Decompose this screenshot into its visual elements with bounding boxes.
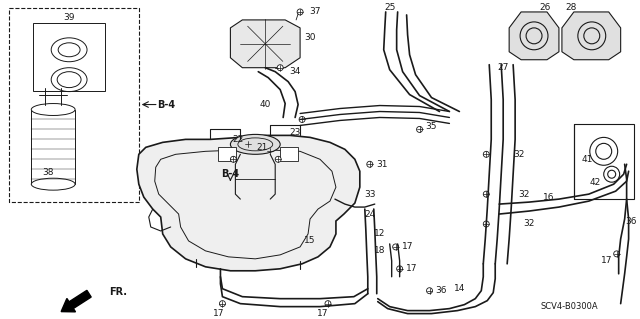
Text: 32: 32 bbox=[513, 150, 525, 159]
Bar bbox=[218, 147, 236, 161]
Circle shape bbox=[275, 156, 281, 162]
Text: 35: 35 bbox=[426, 122, 437, 131]
Circle shape bbox=[299, 116, 305, 122]
Text: 36: 36 bbox=[436, 286, 447, 295]
Text: 30: 30 bbox=[304, 33, 316, 42]
Circle shape bbox=[325, 300, 331, 307]
Text: 17: 17 bbox=[212, 309, 224, 318]
Bar bbox=[33, 23, 105, 91]
Text: 24: 24 bbox=[364, 210, 376, 219]
Circle shape bbox=[614, 251, 620, 257]
Text: 32: 32 bbox=[524, 219, 535, 228]
Text: 28: 28 bbox=[565, 4, 577, 12]
Circle shape bbox=[483, 221, 489, 227]
Circle shape bbox=[483, 151, 489, 157]
Circle shape bbox=[426, 288, 433, 294]
Text: 12: 12 bbox=[374, 229, 385, 239]
Text: 17: 17 bbox=[601, 256, 612, 265]
Circle shape bbox=[590, 137, 618, 165]
Circle shape bbox=[483, 191, 489, 197]
Polygon shape bbox=[509, 12, 559, 60]
Circle shape bbox=[417, 126, 422, 132]
Text: 25: 25 bbox=[384, 4, 396, 12]
Circle shape bbox=[397, 266, 403, 272]
Text: 22: 22 bbox=[233, 135, 244, 144]
Polygon shape bbox=[137, 135, 360, 271]
Circle shape bbox=[604, 166, 620, 182]
Circle shape bbox=[230, 156, 236, 162]
Text: 17: 17 bbox=[406, 264, 417, 273]
Text: 40: 40 bbox=[260, 100, 271, 109]
Text: B-4: B-4 bbox=[221, 169, 239, 179]
Bar bbox=[31, 109, 75, 184]
Text: 32: 32 bbox=[518, 189, 530, 199]
Bar bbox=[280, 147, 298, 161]
Circle shape bbox=[367, 161, 372, 167]
Text: FR.: FR. bbox=[109, 287, 127, 297]
Text: 31: 31 bbox=[376, 160, 387, 169]
Text: 17: 17 bbox=[402, 242, 413, 251]
Text: 41: 41 bbox=[581, 155, 593, 164]
Circle shape bbox=[297, 9, 303, 15]
Text: 33: 33 bbox=[364, 189, 376, 199]
Bar bbox=[10, 8, 139, 202]
Ellipse shape bbox=[230, 134, 280, 154]
Text: 17: 17 bbox=[317, 309, 329, 318]
Ellipse shape bbox=[31, 104, 75, 115]
Polygon shape bbox=[230, 20, 300, 68]
Text: 42: 42 bbox=[589, 178, 600, 187]
Text: 23: 23 bbox=[289, 128, 301, 137]
Circle shape bbox=[268, 148, 273, 154]
Text: 34: 34 bbox=[289, 67, 301, 76]
Text: 15: 15 bbox=[304, 236, 316, 245]
Text: 18: 18 bbox=[374, 246, 385, 256]
Circle shape bbox=[245, 141, 252, 147]
Ellipse shape bbox=[31, 178, 75, 190]
FancyArrow shape bbox=[61, 290, 91, 312]
Text: B-4: B-4 bbox=[157, 100, 175, 109]
Polygon shape bbox=[562, 12, 621, 60]
Text: 36: 36 bbox=[625, 217, 636, 226]
Text: 37: 37 bbox=[309, 7, 321, 17]
Text: 27: 27 bbox=[497, 63, 509, 72]
Text: 16: 16 bbox=[543, 193, 555, 202]
Text: 39: 39 bbox=[63, 13, 75, 22]
Circle shape bbox=[393, 244, 399, 250]
Text: SCV4-B0300A: SCV4-B0300A bbox=[540, 302, 598, 311]
Circle shape bbox=[277, 65, 283, 71]
Circle shape bbox=[220, 300, 225, 307]
Text: 38: 38 bbox=[42, 168, 54, 177]
Text: 21: 21 bbox=[257, 143, 268, 152]
Text: 26: 26 bbox=[540, 4, 550, 12]
Text: 14: 14 bbox=[454, 284, 465, 293]
Bar bbox=[574, 124, 634, 199]
